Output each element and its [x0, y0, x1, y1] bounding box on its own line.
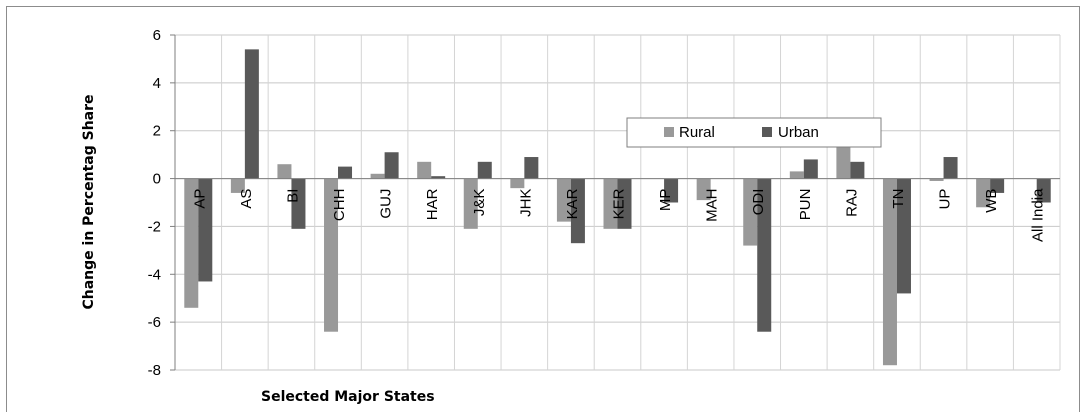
y-tick-label-6: -6	[148, 314, 161, 331]
legend: Rural Urban	[626, 117, 882, 148]
bar-rural-jhk	[510, 178, 525, 189]
y-tick-label-1: 4	[153, 75, 161, 92]
category-label-ker: KER	[611, 188, 628, 219]
legend-label-rural: Rural	[679, 124, 715, 141]
bar-rural-raj	[836, 140, 851, 179]
bar-urban-as	[244, 49, 259, 179]
bar-rural-up	[929, 178, 944, 181]
bar-urban-har	[431, 176, 446, 179]
category-label-bi: BI	[284, 189, 301, 203]
category-label-ap: AP	[191, 189, 208, 209]
bar-rural-kar	[556, 178, 571, 222]
y-tick-label-3: 0	[153, 171, 161, 188]
bar-urban-wb	[990, 178, 1005, 193]
y-tick-label-2: 2	[153, 123, 161, 140]
bar-urban-ker	[617, 178, 632, 229]
bar-urban-kar	[570, 178, 585, 244]
bar-urban-tn	[896, 178, 911, 294]
category-label-allindia: All India	[1030, 188, 1047, 242]
category-label-jhk: JHK	[517, 189, 534, 217]
bar-urban-guj	[384, 152, 399, 179]
y-tick-label-7: -8	[148, 362, 161, 379]
bar-urban-raj	[850, 161, 865, 179]
bar-rural-as	[230, 178, 245, 193]
category-label-har: HAR	[424, 188, 441, 220]
category-label-pun: PUN	[797, 189, 814, 221]
category-label-wb: WB	[983, 189, 1000, 213]
bar-urban-mp	[664, 178, 679, 203]
bar-rural-tn	[882, 178, 897, 366]
bar-rural-guj	[370, 173, 385, 179]
bar-urban-bi	[291, 178, 306, 229]
category-label-kar: KAR	[564, 188, 581, 219]
category-label-odi: ODI	[750, 189, 767, 216]
bar-rural-jk	[463, 178, 478, 229]
y-tick-label-4: -2	[148, 218, 161, 235]
legend-swatch-urban	[762, 127, 772, 137]
y-tick-label-0: 6	[153, 27, 161, 44]
bar-urban-chh	[338, 166, 353, 179]
bar-rural-ap	[184, 178, 199, 308]
category-label-jk: J&K	[471, 189, 488, 217]
legend-label-urban: Urban	[778, 124, 819, 141]
bar-urban-ap	[198, 178, 213, 282]
bar-rural-bi	[277, 164, 292, 179]
bar-urban-up	[943, 157, 958, 179]
bar-rural-ker	[603, 178, 618, 229]
y-tick-label-5: -4	[148, 266, 161, 283]
y-tick-labels: 6 4 2 0 -2 -4 -6 -8	[148, 27, 161, 379]
legend-swatch-rural	[664, 127, 674, 137]
category-label-raj: RAJ	[843, 189, 860, 217]
bar-rural-wb	[976, 178, 991, 208]
bar-urban-jk	[477, 161, 492, 179]
axes	[170, 34, 1060, 371]
grid-lines	[175, 34, 1061, 371]
bar-rural-chh	[324, 178, 339, 332]
bar-rural-pun	[789, 171, 804, 179]
y-axis-title: Change in Percentag Share	[81, 94, 97, 309]
category-labels: AP AS BI CHH GUJ HAR J&K JHK KAR KER MP MAH ODI PUN RA…	[191, 188, 1046, 242]
category-label-mp: MP	[657, 189, 674, 212]
bar-urban-jhk	[524, 157, 539, 179]
category-label-tn: TN	[890, 189, 907, 209]
category-label-as: AS	[238, 189, 255, 209]
category-label-up: UP	[937, 189, 954, 210]
category-label-chh: CHH	[331, 189, 348, 222]
bar-urban-odi	[757, 178, 772, 332]
bars	[184, 49, 1051, 366]
bar-urban-allindia	[1036, 178, 1051, 203]
bar-rural-har	[417, 161, 432, 179]
bar-urban-pun	[803, 159, 818, 179]
x-axis-title: Selected Major States	[261, 389, 435, 405]
bar-rural-odi	[743, 178, 758, 246]
category-label-mah: MAH	[704, 189, 721, 222]
bar-rural-mah	[696, 178, 711, 201]
category-label-guj: GUJ	[378, 189, 395, 219]
